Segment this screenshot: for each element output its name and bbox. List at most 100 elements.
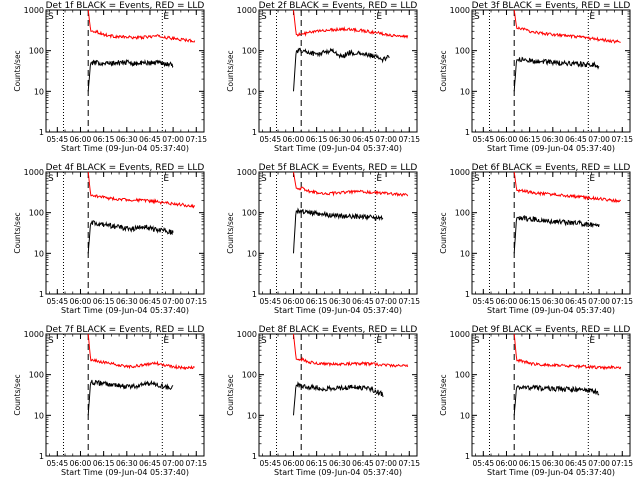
x-tick-label: 06:15 [93,135,115,144]
plot-frame [258,333,418,457]
events-series-line [87,58,174,92]
y-tick-label: 1000 [24,6,44,15]
x-tick-label: 06:30 [116,459,138,468]
plot-frame [471,9,631,133]
x-tick-label: 06:15 [93,459,115,468]
x-tick-label: 06:30 [329,135,351,144]
y-tick-label: 1 [252,290,257,299]
plot-frame [258,9,418,133]
x-tick-label: 07:15 [185,297,207,306]
end-marker-label: E [163,336,169,346]
y-axis-label: Counts/sec [13,50,22,91]
y-tick-label: 10 [460,411,470,420]
x-tick-label: 06:45 [352,459,374,468]
y-tick-label: 100 [242,209,257,218]
lld-series-line [513,9,621,44]
plot-frame [45,171,205,295]
panel-title: Det 9f BLACK = Events, RED = LLD [472,325,631,335]
y-axis-label: Counts/sec [13,374,22,415]
panel-title: Det 7f BLACK = Events, RED = LLD [46,325,205,335]
x-axis-label: Start Time (09-Jun-04 05:37:40) [487,306,615,315]
x-tick-label: 06:15 [306,135,328,144]
detector-panel: Det 1f BLACK = Events, RED = LLD 1 10 100 10… [13,1,207,153]
panel-title: Det 6f BLACK = Events, RED = LLD [472,163,631,173]
x-tick-label: 07:00 [375,459,397,468]
y-axis-label: Counts/sec [226,50,235,91]
y-tick-label: 1 [252,452,257,461]
x-tick-label: 07:00 [588,459,610,468]
y-axis-label: Counts/sec [439,50,448,91]
x-tick-label: 06:00 [496,459,518,468]
y-tick-label: 100 [242,371,257,380]
x-tick-label: 07:15 [398,459,420,468]
y-tick-label: 1 [465,128,470,137]
x-tick-label: 05:45 [47,135,69,144]
y-tick-label: 1000 [237,168,257,177]
detector-panel: Det 2f BLACK = Events, RED = LLD 1 10 100 10… [226,1,420,153]
x-tick-label: 07:15 [611,135,633,144]
y-tick-label: 1 [465,452,470,461]
y-tick-label: 1 [252,128,257,137]
y-tick-label: 100 [455,371,470,380]
start-marker-label: S [261,336,267,346]
x-tick-label: 06:00 [283,135,305,144]
x-tick-label: 07:00 [588,297,610,306]
x-tick-label: 07:00 [162,459,184,468]
panel-title: Det 2f BLACK = Events, RED = LLD [259,1,418,11]
y-tick-label: 1000 [237,330,257,339]
x-tick-label: 06:45 [139,297,161,306]
end-marker-label: E [163,174,169,184]
x-tick-label: 06:30 [116,135,138,144]
x-tick-label: 06:00 [496,135,518,144]
x-tick-label: 06:45 [565,297,587,306]
y-tick-label: 1000 [24,168,44,177]
x-tick-label: 06:45 [352,135,374,144]
lld-series-line [293,171,409,198]
y-tick-label: 100 [242,47,257,56]
lld-series-line [293,9,409,39]
x-tick-label: 06:00 [283,459,305,468]
panel-title: Det 5f BLACK = Events, RED = LLD [259,163,418,173]
y-tick-label: 1000 [237,6,257,15]
start-marker-label: S [474,174,480,184]
x-tick-label: 06:00 [496,297,518,306]
x-tick-label: 07:00 [375,135,397,144]
lld-series-line [87,9,196,43]
y-axis-label: Counts/sec [13,212,22,253]
y-tick-label: 10 [34,249,44,258]
y-axis-label: Counts/sec [439,212,448,253]
events-series-line [293,47,390,92]
plot-frame [471,171,631,295]
events-series-line [513,384,600,416]
panel-title: Det 8f BLACK = Events, RED = LLD [259,325,418,335]
end-marker-label: E [589,174,595,184]
events-series-line [293,381,384,416]
x-tick-label: 05:45 [473,297,495,306]
x-tick-label: 06:15 [306,459,328,468]
x-tick-label: 07:15 [611,459,633,468]
detector-panel: Det 7f BLACK = Events, RED = LLD 1 10 100 10… [13,325,207,477]
x-tick-label: 06:45 [565,135,587,144]
x-axis-label: Start Time (09-Jun-04 05:37:40) [274,144,402,153]
y-tick-label: 10 [460,249,470,258]
x-tick-label: 06:15 [306,297,328,306]
plot-frame [258,171,418,295]
y-tick-label: 10 [247,411,257,420]
x-tick-label: 06:45 [139,459,161,468]
y-tick-label: 100 [455,209,470,218]
x-tick-label: 06:00 [70,135,92,144]
plot-frame [45,333,205,457]
start-marker-label: S [48,174,54,184]
end-marker-label: E [376,174,382,184]
x-tick-label: 05:45 [473,459,495,468]
events-series-line [513,56,600,92]
x-tick-label: 06:00 [283,297,305,306]
end-marker-label: E [376,336,382,346]
start-marker-label: S [48,12,54,22]
y-tick-label: 10 [34,411,44,420]
start-marker-label: S [261,174,267,184]
x-tick-label: 07:15 [185,459,207,468]
x-tick-label: 06:30 [329,459,351,468]
events-series-line [87,219,174,254]
